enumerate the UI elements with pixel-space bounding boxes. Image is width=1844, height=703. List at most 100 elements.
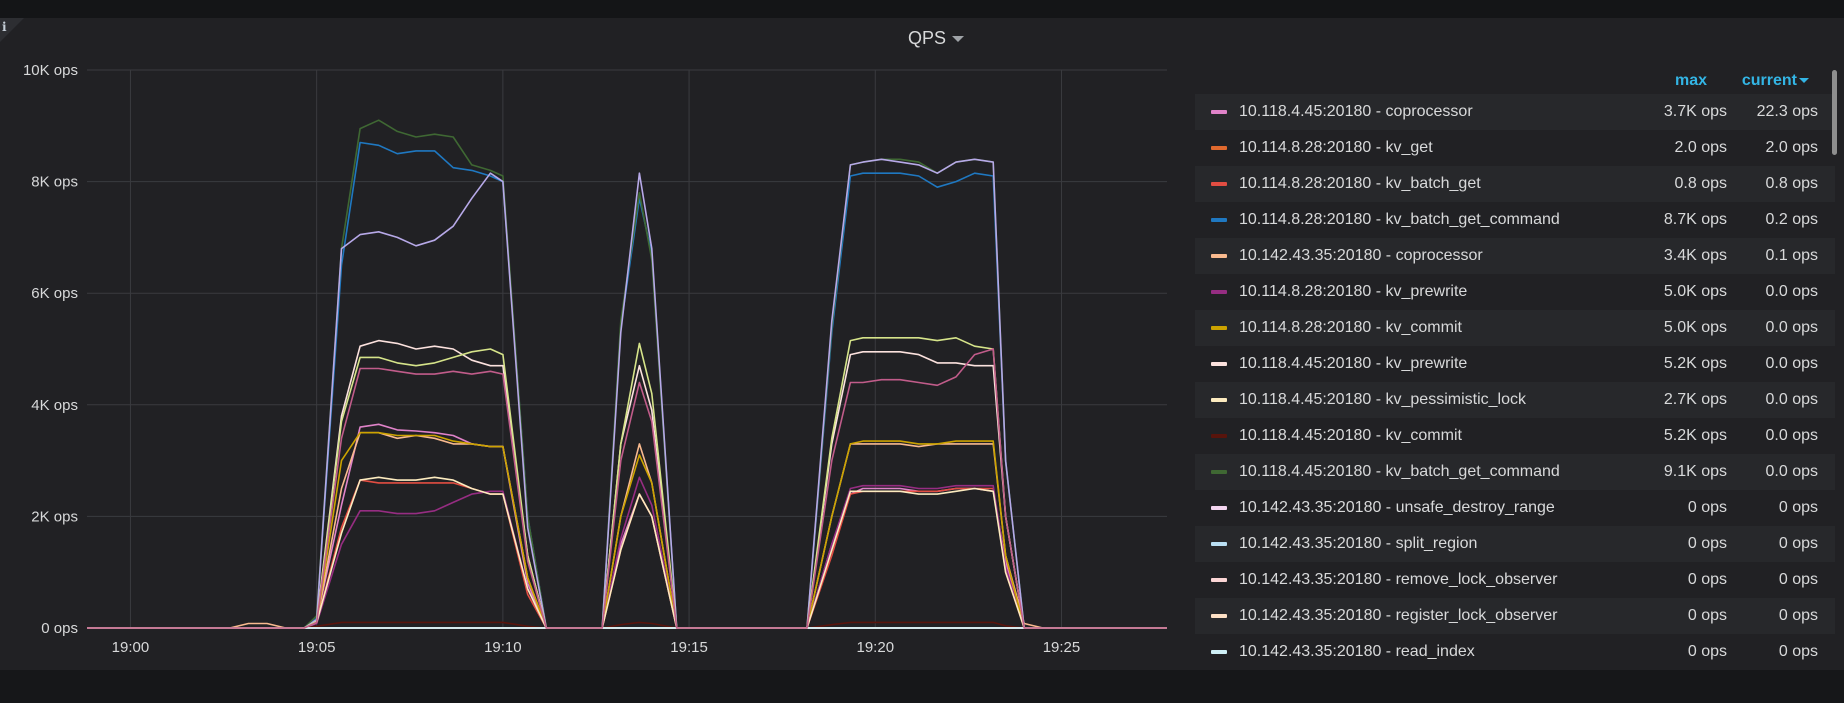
chevron-down-icon (952, 36, 964, 42)
panel-title-text: QPS (907, 28, 946, 48)
legend-current-value: 0.2 ops (1765, 211, 1818, 228)
x-gridlines (129, 70, 1062, 628)
legend-scrollbar[interactable] (1832, 70, 1837, 155)
legend-item[interactable]: 10.118.4.45:20180 - kv_prewrite 5.2K ops 0… (1195, 346, 1835, 382)
legend-max-value: 0.8 ops (1674, 175, 1727, 192)
panel-title-menu[interactable]: QPS (908, 26, 964, 50)
top-bar (0, 0, 1844, 18)
legend-item[interactable]: 10.142.43.35:20180 - remove_lock_observe… (1195, 562, 1835, 598)
legend-item[interactable]: 10.142.43.35:20180 - unsafe_destroy_rang… (1195, 490, 1835, 526)
legend-series-name[interactable]: 10.142.43.35:20180 - read_index (1239, 643, 1475, 660)
legend-series-name[interactable]: 10.142.43.35:20180 - split_region (1239, 535, 1478, 552)
y-tick-label: 6K ops (31, 285, 78, 302)
series-line-18[interactable] (87, 348, 1167, 629)
legend-color-swatch[interactable] (1211, 218, 1227, 222)
x-tick-label: 19:05 (298, 639, 336, 656)
x-tick-label: 19:25 (1043, 639, 1081, 656)
legend-item[interactable]: 10.142.43.35:20180 - register_lock_obser… (1195, 598, 1835, 634)
series-line-7[interactable] (87, 339, 1167, 629)
legend-series-name[interactable]: 10.142.43.35:20180 - register_lock_obser… (1239, 607, 1558, 624)
bottom-bar (0, 670, 1844, 703)
series-line-17[interactable] (87, 336, 1167, 629)
legend-color-swatch[interactable] (1211, 398, 1227, 402)
legend-max-value: 8.7K ops (1663, 211, 1727, 228)
legend-item[interactable]: 10.118.4.45:20180 - coprocessor 3.7K ops 2… (1195, 94, 1835, 130)
legend-color-swatch[interactable] (1211, 470, 1227, 474)
legend-header: max current (1195, 70, 1835, 94)
legend-color-swatch[interactable] (1211, 146, 1227, 150)
legend-item[interactable]: 10.114.8.28:20180 - kv_commit 5.0K ops 0.0… (1195, 310, 1835, 346)
legend-color-swatch[interactable] (1211, 254, 1227, 258)
legend-current-value: 0.0 ops (1765, 355, 1818, 372)
legend-max-value: 9.1K ops (1663, 463, 1727, 480)
legend-series-name[interactable]: 10.114.8.28:20180 - kv_batch_get_command (1239, 211, 1560, 228)
y-tick-label: 10K ops (23, 62, 78, 79)
legend-item[interactable]: 10.142.43.35:20180 - split_region 0 ops 0 … (1195, 526, 1835, 562)
legend-rows: 10.118.4.45:20180 - coprocessor 3.7K ops 2… (1195, 94, 1835, 670)
legend-series-name[interactable]: 10.118.4.45:20180 - kv_batch_get_command (1239, 463, 1560, 480)
legend-current-value: 22.3 ops (1756, 103, 1818, 120)
legend-table: max current 10.118.4.45:20180 - coproces… (1195, 70, 1835, 670)
legend-max-value: 2.7K ops (1663, 391, 1727, 408)
legend-current-value: 0 ops (1778, 571, 1818, 588)
legend-max-value: 5.0K ops (1663, 283, 1727, 300)
legend-color-swatch[interactable] (1211, 290, 1227, 294)
legend-series-name[interactable]: 10.118.4.45:20180 - kv_commit (1239, 427, 1462, 444)
legend-color-swatch[interactable] (1211, 110, 1227, 114)
info-icon[interactable]: i (2, 20, 7, 34)
legend-series-name[interactable]: 10.118.4.45:20180 - kv_prewrite (1239, 355, 1468, 372)
legend-series-name[interactable]: 10.114.8.28:20180 - kv_get (1239, 139, 1433, 156)
legend-max-value: 5.2K ops (1663, 355, 1727, 372)
y-axis-labels: 0 ops 2K ops 4K ops 6K ops 8K ops 10K ops (23, 62, 78, 637)
legend-item[interactable]: 10.142.43.35:20180 - coprocessor 3.4K ops… (1195, 238, 1835, 274)
legend-item[interactable]: 10.118.4.45:20180 - kv_pessimistic_lock 2… (1195, 382, 1835, 418)
legend-item[interactable]: 10.118.4.45:20180 - kv_commit 5.2K ops 0.0… (1195, 418, 1835, 454)
legend-current-value: 0 ops (1778, 643, 1818, 660)
legend-color-swatch[interactable] (1211, 650, 1227, 654)
legend-series-name[interactable]: 10.118.4.45:20180 - coprocessor (1239, 103, 1473, 120)
qps-line-chart[interactable]: 0 ops 2K ops 4K ops 6K ops 8K ops 10K ops 19:… (0, 18, 1190, 670)
legend-max-value: 5.0K ops (1663, 319, 1727, 336)
legend-color-swatch[interactable] (1211, 326, 1227, 330)
legend-series-name[interactable]: 10.142.43.35:20180 - remove_lock_observe… (1239, 571, 1558, 588)
legend-item[interactable]: 10.142.43.35:20180 - read_index 0 ops 0 op… (1195, 634, 1835, 670)
legend-item[interactable]: 10.114.8.28:20180 - kv_get 2.0 ops 2.0 ops (1195, 130, 1835, 166)
legend-color-swatch[interactable] (1211, 506, 1227, 510)
series-lines (87, 119, 1167, 629)
x-axis-labels: 19:00 19:05 19:10 19:15 19:20 19:25 (112, 639, 1081, 656)
legend-max-value: 0 ops (1687, 535, 1727, 552)
legend-current-value: 0.0 ops (1765, 319, 1818, 336)
legend-color-swatch[interactable] (1211, 578, 1227, 582)
legend-series-name[interactable]: 10.114.8.28:20180 - kv_commit (1239, 319, 1462, 336)
legend-item[interactable]: 10.114.8.28:20180 - kv_batch_get 0.8 ops 0… (1195, 166, 1835, 202)
legend-current-value: 0.8 ops (1765, 175, 1818, 192)
x-tick-label: 19:15 (670, 639, 708, 656)
legend-max-value: 0 ops (1687, 607, 1727, 624)
legend-item[interactable]: 10.118.4.45:20180 - kv_batch_get_command… (1195, 454, 1835, 490)
legend-current-value: 0 ops (1778, 535, 1818, 552)
legend-current-value: 0 ops (1778, 607, 1818, 624)
legend-series-name[interactable]: 10.142.43.35:20180 - unsafe_destroy_rang… (1239, 499, 1555, 516)
x-tick-label: 19:10 (484, 639, 522, 656)
legend-current-value: 0 ops (1778, 499, 1818, 516)
y-tick-label: 0 ops (41, 620, 78, 637)
legend-series-name[interactable]: 10.142.43.35:20180 - coprocessor (1239, 247, 1483, 264)
legend-header-current[interactable]: current (1742, 72, 1809, 90)
legend-color-swatch[interactable] (1211, 182, 1227, 186)
panel-info-corner[interactable] (0, 18, 24, 42)
legend-series-name[interactable]: 10.114.8.28:20180 - kv_batch_get (1239, 175, 1481, 192)
y-tick-label: 8K ops (31, 174, 78, 191)
legend-item[interactable]: 10.114.8.28:20180 - kv_prewrite 5.0K ops 0… (1195, 274, 1835, 310)
legend-color-swatch[interactable] (1211, 542, 1227, 546)
legend-current-value: 0.0 ops (1765, 391, 1818, 408)
legend-series-name[interactable]: 10.118.4.45:20180 - kv_pessimistic_lock (1239, 391, 1526, 408)
legend-item[interactable]: 10.114.8.28:20180 - kv_batch_get_command… (1195, 202, 1835, 238)
legend-series-name[interactable]: 10.114.8.28:20180 - kv_prewrite (1239, 283, 1468, 300)
legend-current-value: 2.0 ops (1765, 139, 1818, 156)
legend-header-max[interactable]: max (1674, 72, 1707, 89)
legend-color-swatch[interactable] (1211, 434, 1227, 438)
sort-desc-icon (1799, 78, 1809, 84)
legend-color-swatch[interactable] (1211, 614, 1227, 618)
legend-current-value: 0.1 ops (1765, 247, 1818, 264)
legend-color-swatch[interactable] (1211, 362, 1227, 366)
